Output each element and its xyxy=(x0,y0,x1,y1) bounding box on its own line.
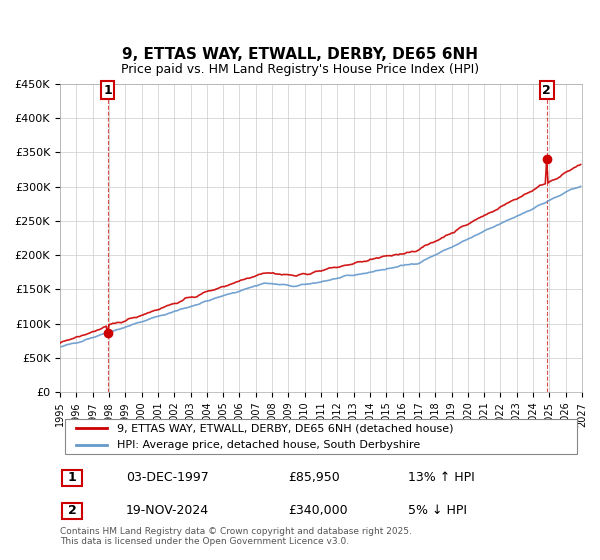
FancyBboxPatch shape xyxy=(65,419,577,455)
Text: HPI: Average price, detached house, South Derbyshire: HPI: Average price, detached house, Sout… xyxy=(118,440,421,450)
Text: 2: 2 xyxy=(542,84,551,97)
Text: 1: 1 xyxy=(103,84,112,97)
Text: Price paid vs. HM Land Registry's House Price Index (HPI): Price paid vs. HM Land Registry's House … xyxy=(121,63,479,76)
Text: 5% ↓ HPI: 5% ↓ HPI xyxy=(408,504,467,517)
Text: 03-DEC-1997: 03-DEC-1997 xyxy=(126,471,209,484)
Text: 1: 1 xyxy=(68,471,76,484)
Text: 9, ETTAS WAY, ETWALL, DERBY, DE65 6NH (detached house): 9, ETTAS WAY, ETWALL, DERBY, DE65 6NH (d… xyxy=(118,423,454,433)
Text: Contains HM Land Registry data © Crown copyright and database right 2025.
This d: Contains HM Land Registry data © Crown c… xyxy=(60,526,412,546)
Text: £340,000: £340,000 xyxy=(288,504,347,517)
Bar xyxy=(62,470,82,486)
Text: £85,950: £85,950 xyxy=(288,471,340,484)
Bar xyxy=(62,503,82,519)
Text: 2: 2 xyxy=(68,504,76,517)
Text: 19-NOV-2024: 19-NOV-2024 xyxy=(126,504,209,517)
Text: 9, ETTAS WAY, ETWALL, DERBY, DE65 6NH: 9, ETTAS WAY, ETWALL, DERBY, DE65 6NH xyxy=(122,46,478,62)
Text: 13% ↑ HPI: 13% ↑ HPI xyxy=(408,471,475,484)
